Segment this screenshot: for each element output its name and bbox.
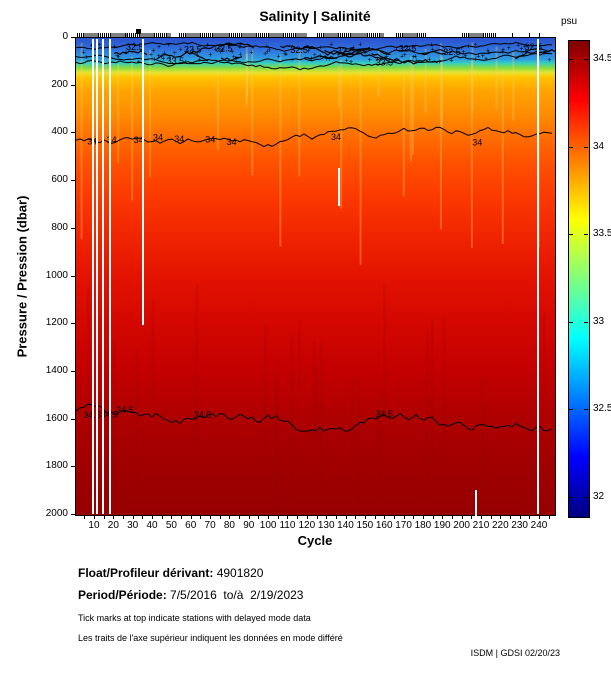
x-tick-label: 20 xyxy=(107,520,119,531)
x-tick-label: 40 xyxy=(146,520,158,531)
x-tick-label: 100 xyxy=(259,520,277,531)
x-tick-label: 200 xyxy=(453,520,470,531)
x-tick-label: 140 xyxy=(337,520,354,531)
x-tick-label: 60 xyxy=(185,520,197,531)
delayed-mode-marker-square xyxy=(136,29,141,34)
x-tick-label: 150 xyxy=(356,520,374,531)
partial-missing-line xyxy=(142,39,145,326)
chart-title: Salinity | Salinité xyxy=(259,8,371,24)
x-tick-label: 90 xyxy=(243,520,255,531)
x-tick-label: 180 xyxy=(414,520,432,531)
credit-text: ISDM | GDSI 02/20/23 xyxy=(470,648,560,658)
missing-profile-line xyxy=(101,39,104,514)
missing-profile-line xyxy=(537,39,540,514)
y-tick-label: 600 xyxy=(51,174,68,186)
missing-profile-line xyxy=(92,39,95,514)
x-tick-label: 30 xyxy=(127,520,139,531)
float-label: Float/Profileur dérivant: xyxy=(78,566,214,580)
y-tick-label: 1800 xyxy=(45,460,68,472)
salinity-heatmap xyxy=(76,38,555,515)
x-tick-label: 160 xyxy=(375,520,393,531)
colorbar-tick-label: 34 xyxy=(593,140,605,152)
x-tick-label: 80 xyxy=(223,520,235,531)
partial-missing-line xyxy=(475,489,478,516)
x-tick-label: 70 xyxy=(204,520,216,531)
x-tick-label: 230 xyxy=(511,520,528,531)
y-tick-label: 400 xyxy=(51,126,68,138)
colorbar-tick-label: 33.5 xyxy=(593,228,611,240)
footer-note-fr: Les traits de l'axe supérieur indiquent … xyxy=(78,633,343,643)
footer-period-line: Period/Période: 7/5/2016 to/à 2/19/2023 xyxy=(78,588,303,602)
x-tick-label: 110 xyxy=(279,520,296,531)
float-value: 4901820 xyxy=(216,566,264,580)
colorbar-tick-label: 32 xyxy=(593,490,605,502)
x-tick-label: 220 xyxy=(491,520,509,531)
y-tick-label: 200 xyxy=(51,78,68,90)
y-tick-label: 1000 xyxy=(45,269,68,281)
y-tick-label: 1400 xyxy=(45,364,68,376)
colorbar-tick-label: 34.5 xyxy=(593,53,611,65)
y-tick-label: 1600 xyxy=(45,412,68,424)
period-value: 7/5/2016 to/à 2/19/2023 xyxy=(170,588,304,602)
footer-float-line: Float/Profileur dérivant: 4901820 xyxy=(78,566,263,580)
partial-missing-line xyxy=(337,167,340,206)
missing-profile-line xyxy=(109,39,112,514)
x-tick-label: 50 xyxy=(165,520,177,531)
colorbar-unit-label: psu xyxy=(561,16,578,27)
y-tick-label: 800 xyxy=(51,221,68,233)
x-tick-label: 120 xyxy=(298,520,316,531)
x-tick-label: 210 xyxy=(472,520,490,531)
missing-profile-line xyxy=(95,39,98,514)
colorbar xyxy=(568,40,590,518)
x-tick-label: 10 xyxy=(88,520,100,531)
x-tick-label: 240 xyxy=(530,520,548,531)
plot-area: 32.5 32.5 32.5 32.5 32.5 32.5 32.5 32.5 33.5 33.5… xyxy=(75,37,556,516)
x-axis-label: Cycle xyxy=(297,533,333,548)
y-tick-label: 1200 xyxy=(45,317,68,329)
x-tick-label: 130 xyxy=(317,520,335,531)
colorbar-tick-label: 33 xyxy=(593,315,605,327)
period-label: Period/Période: xyxy=(78,588,167,602)
x-tick-label: 170 xyxy=(395,520,412,531)
colorbar-tick-label: 32.5 xyxy=(593,403,611,415)
y-tick-label: 2000 xyxy=(45,508,68,519)
footer-note-en: Tick marks at top indicate stations with… xyxy=(78,613,311,623)
y-tick-label: 0 xyxy=(62,31,68,42)
x-tick-label: 190 xyxy=(433,520,451,531)
